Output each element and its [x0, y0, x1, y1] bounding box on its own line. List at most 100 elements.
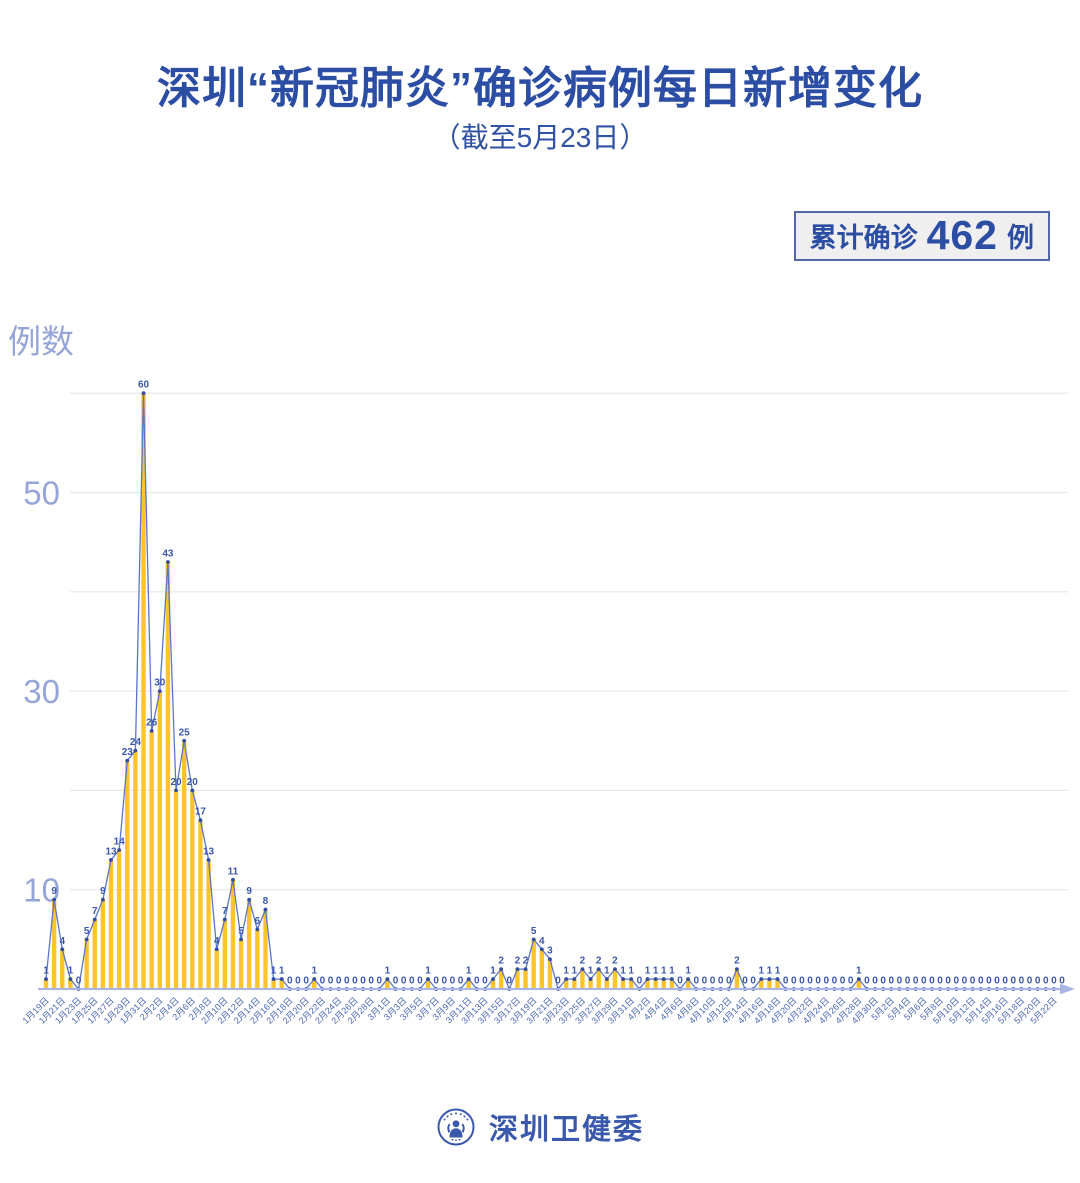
value-label: 0: [978, 976, 984, 987]
value-label: 0: [921, 976, 927, 987]
value-label: 20: [170, 777, 182, 788]
logo-person-figure: [447, 1120, 465, 1138]
value-label: 0: [791, 976, 797, 987]
value-label: 1: [775, 966, 781, 977]
value-label: 0: [986, 976, 992, 987]
bar: [141, 393, 146, 989]
data-point: [661, 977, 666, 981]
bar: [856, 979, 861, 989]
data-point: [604, 977, 609, 981]
value-label: 8: [263, 896, 269, 907]
value-labels: 1941057913142324602630432025201713471159…: [43, 380, 1065, 987]
value-label: 0: [368, 976, 374, 987]
value-label: 0: [880, 976, 886, 987]
bar: [612, 969, 618, 989]
value-label: 1: [385, 966, 391, 977]
value-label: 3: [547, 946, 553, 957]
value-label: 1: [620, 966, 626, 977]
bar: [84, 939, 89, 989]
data-point: [621, 977, 625, 981]
value-label: 4: [214, 936, 220, 947]
bar: [230, 879, 236, 989]
value-label: 2: [515, 956, 521, 967]
data-point: [141, 391, 146, 396]
value-label: 0: [929, 976, 935, 987]
value-label: 2: [734, 956, 740, 967]
value-label: 26: [146, 717, 158, 728]
value-label: 0: [742, 976, 748, 987]
value-label: 1: [604, 966, 610, 977]
bar: [498, 969, 504, 989]
value-label: 1: [645, 966, 651, 977]
value-label: 0: [328, 976, 334, 987]
value-label: 0: [376, 976, 382, 987]
bar: [247, 899, 252, 989]
bar: [312, 979, 317, 989]
value-label: 1: [68, 966, 74, 977]
data-point: [157, 689, 162, 693]
value-label: 0: [1027, 976, 1033, 987]
bar: [173, 790, 179, 989]
value-label: 0: [840, 976, 846, 987]
data-point: [613, 967, 617, 972]
bar: [425, 979, 431, 989]
y-axis-title: 例数: [8, 323, 74, 360]
data-point: [734, 967, 739, 972]
bar: [43, 979, 49, 989]
y-tick-label: 50: [23, 475, 60, 512]
value-label: 0: [824, 976, 830, 987]
value-label: 0: [401, 976, 407, 987]
data-point: [92, 917, 97, 922]
value-label: 13: [203, 846, 215, 857]
bar: [206, 859, 211, 989]
value-label: 1: [271, 966, 277, 977]
value-label: 13: [105, 846, 117, 857]
bar: [620, 979, 626, 989]
value-label: 5: [531, 926, 537, 937]
badge-label: 累计确诊: [809, 222, 918, 253]
value-label: 0: [1010, 976, 1016, 987]
bar: [165, 562, 171, 989]
value-label: 0: [710, 976, 716, 987]
footer-brand: 深圳卫健委: [0, 1106, 1080, 1148]
value-label: 0: [336, 976, 342, 987]
value-label: 2: [580, 956, 586, 967]
bar: [116, 849, 122, 989]
bar: [734, 969, 740, 989]
value-label: 0: [344, 976, 350, 987]
value-label: 0: [954, 976, 960, 987]
data-point: [759, 977, 764, 981]
value-label: 0: [799, 976, 805, 987]
bar: [181, 740, 187, 989]
bar: [604, 979, 610, 989]
y-tick-label: 30: [23, 673, 60, 710]
value-label: 60: [138, 380, 150, 391]
value-label: 6: [255, 916, 261, 927]
bar: [580, 969, 585, 989]
bar: [547, 959, 553, 989]
value-label: 9: [100, 886, 106, 897]
bar: [685, 979, 691, 989]
data-point: [239, 937, 243, 942]
value-label: 1: [425, 966, 431, 977]
value-label: 0: [783, 976, 789, 987]
data-point: [523, 967, 528, 972]
value-label: 0: [864, 976, 870, 987]
value-label: 0: [913, 976, 919, 987]
bar: [222, 919, 228, 989]
data-point: [117, 848, 122, 852]
value-label: 0: [295, 976, 301, 987]
bar: [214, 949, 219, 989]
value-label: 0: [393, 976, 399, 987]
value-label: 0: [1002, 976, 1008, 987]
bar: [51, 899, 57, 989]
value-label: 17: [195, 807, 207, 818]
footer-brand-name: 深圳卫健委: [488, 1114, 644, 1146]
bar: [133, 750, 138, 989]
bar: [629, 979, 634, 989]
data-point: [60, 947, 65, 952]
data-point: [491, 977, 495, 981]
value-label: 0: [807, 976, 813, 987]
data-point: [596, 967, 601, 972]
